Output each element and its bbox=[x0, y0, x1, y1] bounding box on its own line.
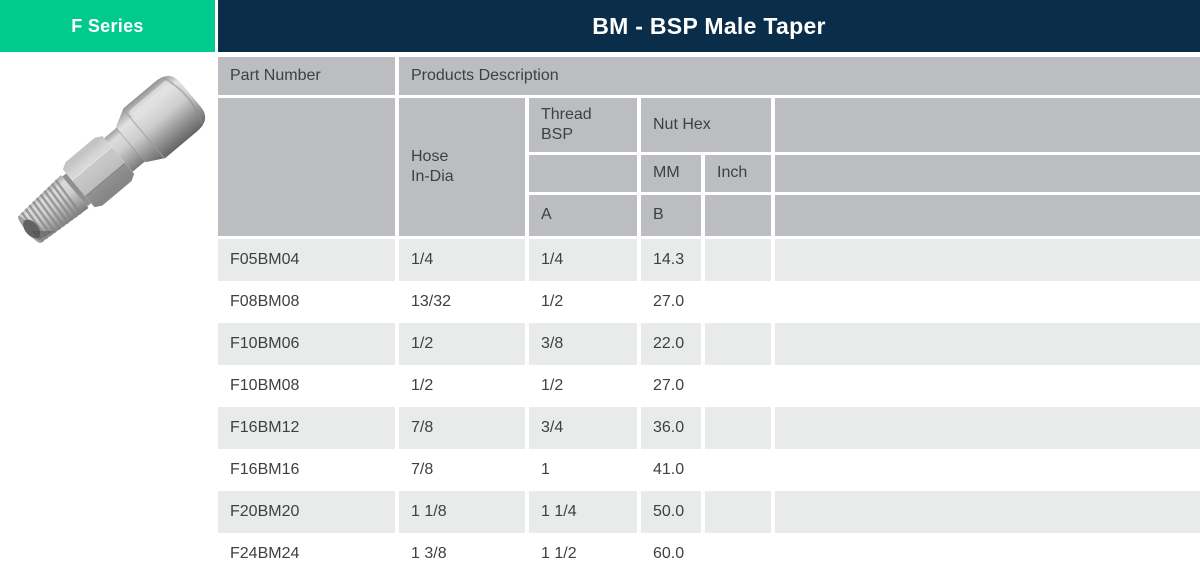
cell-hose-in-dia: 1 3/8 bbox=[399, 533, 525, 568]
cell-nut-hex-mm: 27.0 bbox=[641, 281, 701, 323]
title-bar: BM - BSP Male Taper bbox=[218, 0, 1200, 52]
header-cell-blank bbox=[775, 155, 1200, 192]
cell-blank bbox=[775, 449, 1200, 491]
cell-part-number: F08BM08 bbox=[218, 281, 395, 323]
cell-blank bbox=[775, 239, 1200, 281]
column-header-b: B bbox=[641, 195, 701, 236]
cell-thread-a: 3/4 bbox=[529, 407, 637, 449]
header-cell-blank bbox=[218, 98, 395, 236]
cell-blank bbox=[775, 323, 1200, 365]
cell-nut-hex-mm: 27.0 bbox=[641, 365, 701, 407]
cell-nut-hex-inch bbox=[705, 407, 771, 449]
cell-thread-a: 1 bbox=[529, 449, 637, 491]
cell-part-number: F05BM04 bbox=[218, 239, 395, 281]
column-header-mm: MM bbox=[641, 155, 701, 192]
series-badge-label: F Series bbox=[71, 15, 144, 36]
cell-part-number: F24BM24 bbox=[218, 533, 395, 568]
cell-hose-in-dia: 1/2 bbox=[399, 323, 525, 365]
cell-nut-hex-inch bbox=[705, 239, 771, 281]
fitting-illustration bbox=[18, 75, 206, 244]
column-header-thread-bsp: Thread BSP bbox=[529, 98, 637, 152]
cell-hose-in-dia: 1/2 bbox=[399, 365, 525, 407]
cell-part-number: F16BM12 bbox=[218, 407, 395, 449]
product-image bbox=[0, 57, 218, 257]
cell-nut-hex-mm: 60.0 bbox=[641, 533, 701, 568]
header-cell-blank bbox=[705, 195, 771, 236]
column-header-a: A bbox=[529, 195, 637, 236]
column-header-part-number: Part Number bbox=[218, 57, 395, 95]
cell-part-number: F10BM06 bbox=[218, 323, 395, 365]
cell-part-number: F10BM08 bbox=[218, 365, 395, 407]
column-header-nut-hex: Nut Hex bbox=[641, 98, 771, 152]
cell-nut-hex-mm: 41.0 bbox=[641, 449, 701, 491]
cell-nut-hex-inch bbox=[705, 323, 771, 365]
series-badge: F Series bbox=[0, 0, 215, 52]
page-title: BM - BSP Male Taper bbox=[592, 12, 826, 39]
cell-hose-in-dia: 1 1/8 bbox=[399, 491, 525, 533]
cell-part-number: F16BM16 bbox=[218, 449, 395, 491]
header-cell-blank bbox=[775, 98, 1200, 152]
cell-nut-hex-inch bbox=[705, 491, 771, 533]
cell-nut-hex-inch bbox=[705, 365, 771, 407]
cell-part-number: F20BM20 bbox=[218, 491, 395, 533]
cell-blank bbox=[775, 281, 1200, 323]
header-cell-blank bbox=[529, 155, 637, 192]
cell-thread-a: 1 1/2 bbox=[529, 533, 637, 568]
cell-hose-in-dia: 1/4 bbox=[399, 239, 525, 281]
cell-nut-hex-mm: 22.0 bbox=[641, 323, 701, 365]
cell-blank bbox=[775, 533, 1200, 568]
spec-table: Part Number Products Description Hose In… bbox=[218, 57, 1200, 568]
cell-nut-hex-inch bbox=[705, 533, 771, 568]
cell-thread-a: 3/8 bbox=[529, 323, 637, 365]
cell-nut-hex-inch bbox=[705, 449, 771, 491]
cell-nut-hex-mm: 36.0 bbox=[641, 407, 701, 449]
cell-blank bbox=[775, 365, 1200, 407]
cell-thread-a: 1/2 bbox=[529, 281, 637, 323]
cell-thread-a: 1/2 bbox=[529, 365, 637, 407]
cell-thread-a: 1/4 bbox=[529, 239, 637, 281]
cell-hose-in-dia: 13/32 bbox=[399, 281, 525, 323]
cell-nut-hex-mm: 14.3 bbox=[641, 239, 701, 281]
column-header-hose-in-dia: Hose In-Dia bbox=[399, 98, 525, 236]
cell-thread-a: 1 1/4 bbox=[529, 491, 637, 533]
cell-hose-in-dia: 7/8 bbox=[399, 449, 525, 491]
header-cell-blank bbox=[775, 195, 1200, 236]
cell-nut-hex-mm: 50.0 bbox=[641, 491, 701, 533]
cell-blank bbox=[775, 407, 1200, 449]
column-header-products-description: Products Description bbox=[399, 57, 1200, 95]
cell-blank bbox=[775, 491, 1200, 533]
cell-hose-in-dia: 7/8 bbox=[399, 407, 525, 449]
column-header-inch: Inch bbox=[705, 155, 771, 192]
cell-nut-hex-inch bbox=[705, 281, 771, 323]
